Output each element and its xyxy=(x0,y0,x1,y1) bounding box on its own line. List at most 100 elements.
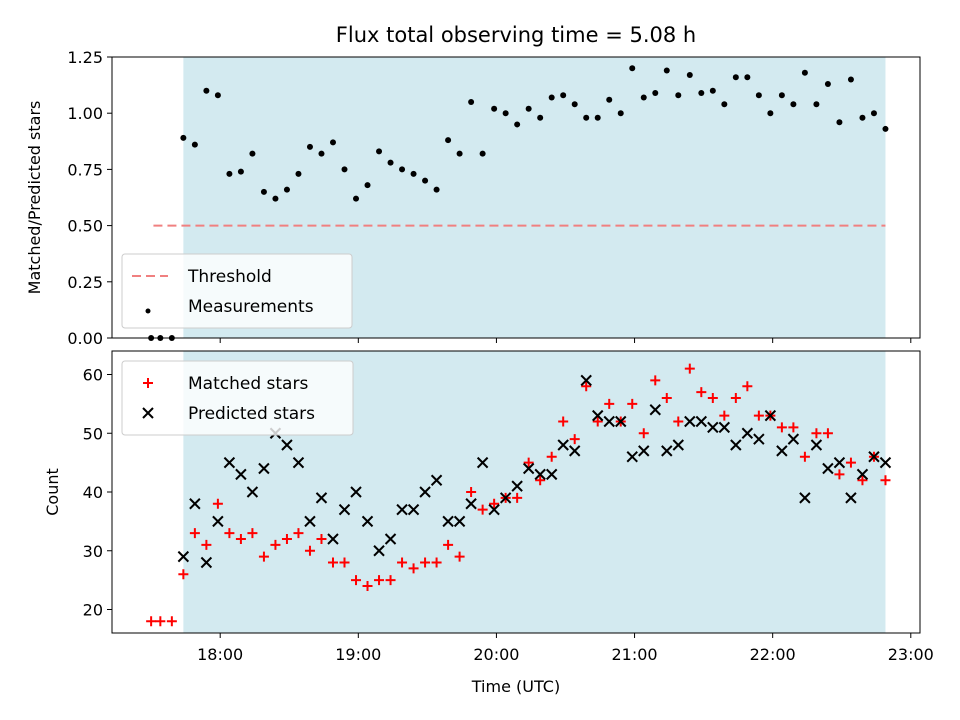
data-point xyxy=(281,439,293,451)
data-point xyxy=(790,101,797,108)
data-point xyxy=(522,462,535,475)
y-tick-label: 50 xyxy=(83,424,103,443)
data-point xyxy=(742,381,753,392)
y-axis-label: Count xyxy=(43,468,62,516)
data-point xyxy=(592,409,604,422)
data-point xyxy=(799,451,810,462)
data-point xyxy=(491,105,498,112)
x-tick-label: 23:00 xyxy=(888,645,934,664)
data-point xyxy=(545,468,558,481)
data-point xyxy=(755,92,762,99)
data-point xyxy=(594,114,601,121)
data-point xyxy=(525,105,532,112)
data-point xyxy=(824,80,831,87)
legend-box xyxy=(121,360,354,436)
data-point xyxy=(879,456,892,469)
y-tick-label: 20 xyxy=(83,601,103,620)
legend-label: Matched stars xyxy=(188,374,308,394)
y-tick-label: 0.75 xyxy=(67,160,103,179)
data-point xyxy=(247,528,258,539)
x-tick-label: 21:00 xyxy=(611,645,657,664)
data-point xyxy=(512,492,523,503)
data-point xyxy=(499,492,512,504)
data-point xyxy=(732,74,739,81)
data-point xyxy=(223,456,236,469)
data-point xyxy=(569,434,580,445)
data-point xyxy=(466,487,477,497)
data-point xyxy=(408,563,419,574)
data-point xyxy=(306,143,313,150)
data-point xyxy=(177,550,190,563)
data-point xyxy=(650,375,661,386)
y-axis-label: Matched/Predicted stars xyxy=(25,101,44,295)
data-point xyxy=(258,551,269,562)
data-point xyxy=(627,398,638,409)
legend-box xyxy=(121,253,353,329)
data-point xyxy=(189,498,201,510)
y-tick-label: 0.50 xyxy=(67,217,103,236)
data-point xyxy=(353,195,360,202)
data-point xyxy=(295,170,302,177)
data-point xyxy=(214,92,221,99)
data-point xyxy=(203,87,210,94)
data-point xyxy=(719,410,730,421)
series-measurements xyxy=(148,65,889,341)
data-point xyxy=(673,416,684,427)
data-point xyxy=(652,89,659,96)
data-point xyxy=(626,451,638,463)
chart-title: Flux total observing time = 5.08 h xyxy=(336,23,696,47)
legend-label: Threshold xyxy=(187,267,272,287)
data-point xyxy=(696,387,707,398)
data-point xyxy=(730,393,741,403)
data-point xyxy=(767,110,774,117)
data-point xyxy=(870,110,877,117)
data-point xyxy=(373,545,385,557)
data-point xyxy=(488,503,500,516)
legend-label: Predicted stars xyxy=(188,404,315,424)
data-point xyxy=(571,101,578,108)
data-point xyxy=(672,439,684,451)
data-point xyxy=(407,503,420,516)
legend-dot-marker xyxy=(145,308,151,314)
data-point xyxy=(433,186,440,193)
data-point xyxy=(362,581,373,591)
data-point xyxy=(753,433,765,445)
data-point xyxy=(385,575,396,586)
x-tick-label: 18:00 xyxy=(197,645,243,664)
data-point xyxy=(661,393,672,403)
data-point xyxy=(155,616,166,627)
data-point xyxy=(580,374,592,387)
data-point xyxy=(419,486,431,498)
data-point xyxy=(568,445,581,457)
data-point xyxy=(420,557,431,568)
data-point xyxy=(456,150,463,157)
data-point xyxy=(410,170,417,177)
data-point xyxy=(178,569,189,580)
data-point xyxy=(260,188,267,195)
data-point xyxy=(180,134,187,141)
data-point xyxy=(813,101,820,108)
data-point xyxy=(546,451,557,462)
data-point xyxy=(833,456,846,469)
data-point xyxy=(535,475,546,486)
data-point xyxy=(548,94,555,101)
data-point xyxy=(191,141,198,148)
data-point xyxy=(489,498,500,509)
data-point xyxy=(235,534,246,544)
y-tick-label: 60 xyxy=(83,366,103,385)
data-point xyxy=(384,533,397,545)
y-tick-label: 0.00 xyxy=(67,329,103,348)
data-point xyxy=(744,74,751,81)
data-point xyxy=(374,575,385,586)
data-point xyxy=(558,416,569,427)
data-point xyxy=(235,468,247,481)
data-point xyxy=(422,177,429,184)
data-point xyxy=(364,182,371,189)
data-point xyxy=(718,421,731,434)
data-point xyxy=(315,492,328,504)
data-point xyxy=(281,534,292,544)
data-point xyxy=(146,616,157,627)
data-point xyxy=(327,557,338,568)
data-point xyxy=(396,503,408,516)
data-point xyxy=(304,545,315,556)
